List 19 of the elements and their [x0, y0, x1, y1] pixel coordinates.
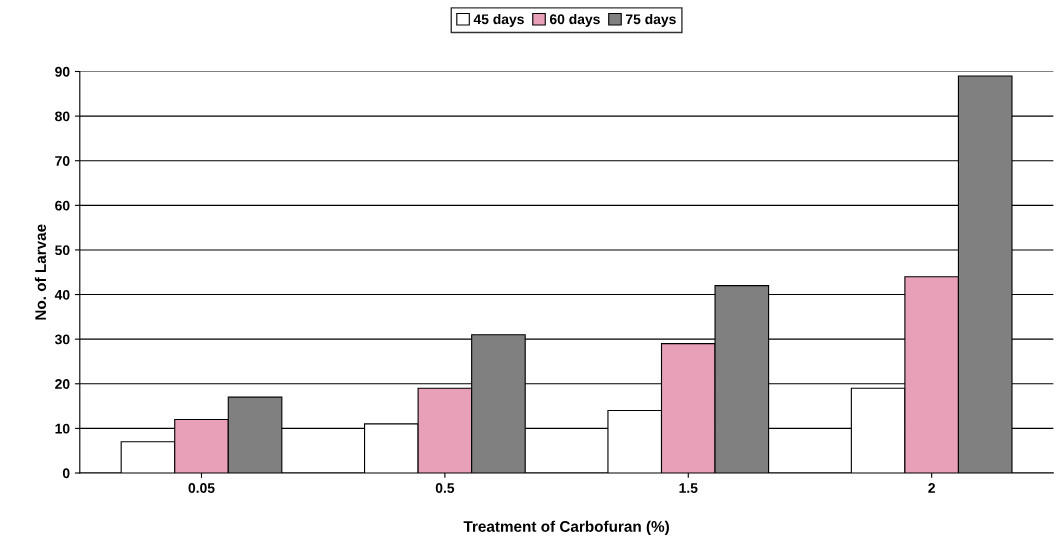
y-tick-label: 50: [55, 245, 70, 256]
legend-label: 60 days: [549, 13, 600, 27]
y-tick-label: 20: [55, 379, 70, 389]
y-axis-title: No. of Larvae: [34, 224, 47, 320]
y-tick-label: 30: [54, 334, 70, 345]
y-tick-label: 0: [62, 468, 70, 479]
y-tick-label: 60: [55, 200, 70, 211]
x-axis-title: Treatment of Carbofuran (%): [463, 520, 669, 535]
y-tick-label: 10: [55, 423, 70, 434]
y-tick-label: 70: [55, 156, 70, 166]
legend-label: 45 days: [473, 13, 524, 27]
x-tick-label: 0.05: [188, 483, 215, 493]
y-tick-label: 80: [55, 111, 70, 122]
x-tick-label: 0.5: [435, 483, 455, 493]
y-tick-label: 90: [55, 66, 70, 77]
legend-label: 75 days: [625, 13, 676, 27]
x-tick-label: 2: [928, 483, 935, 493]
y-tick-label: 40: [54, 289, 70, 300]
x-tick-label: 1.5: [679, 483, 698, 493]
